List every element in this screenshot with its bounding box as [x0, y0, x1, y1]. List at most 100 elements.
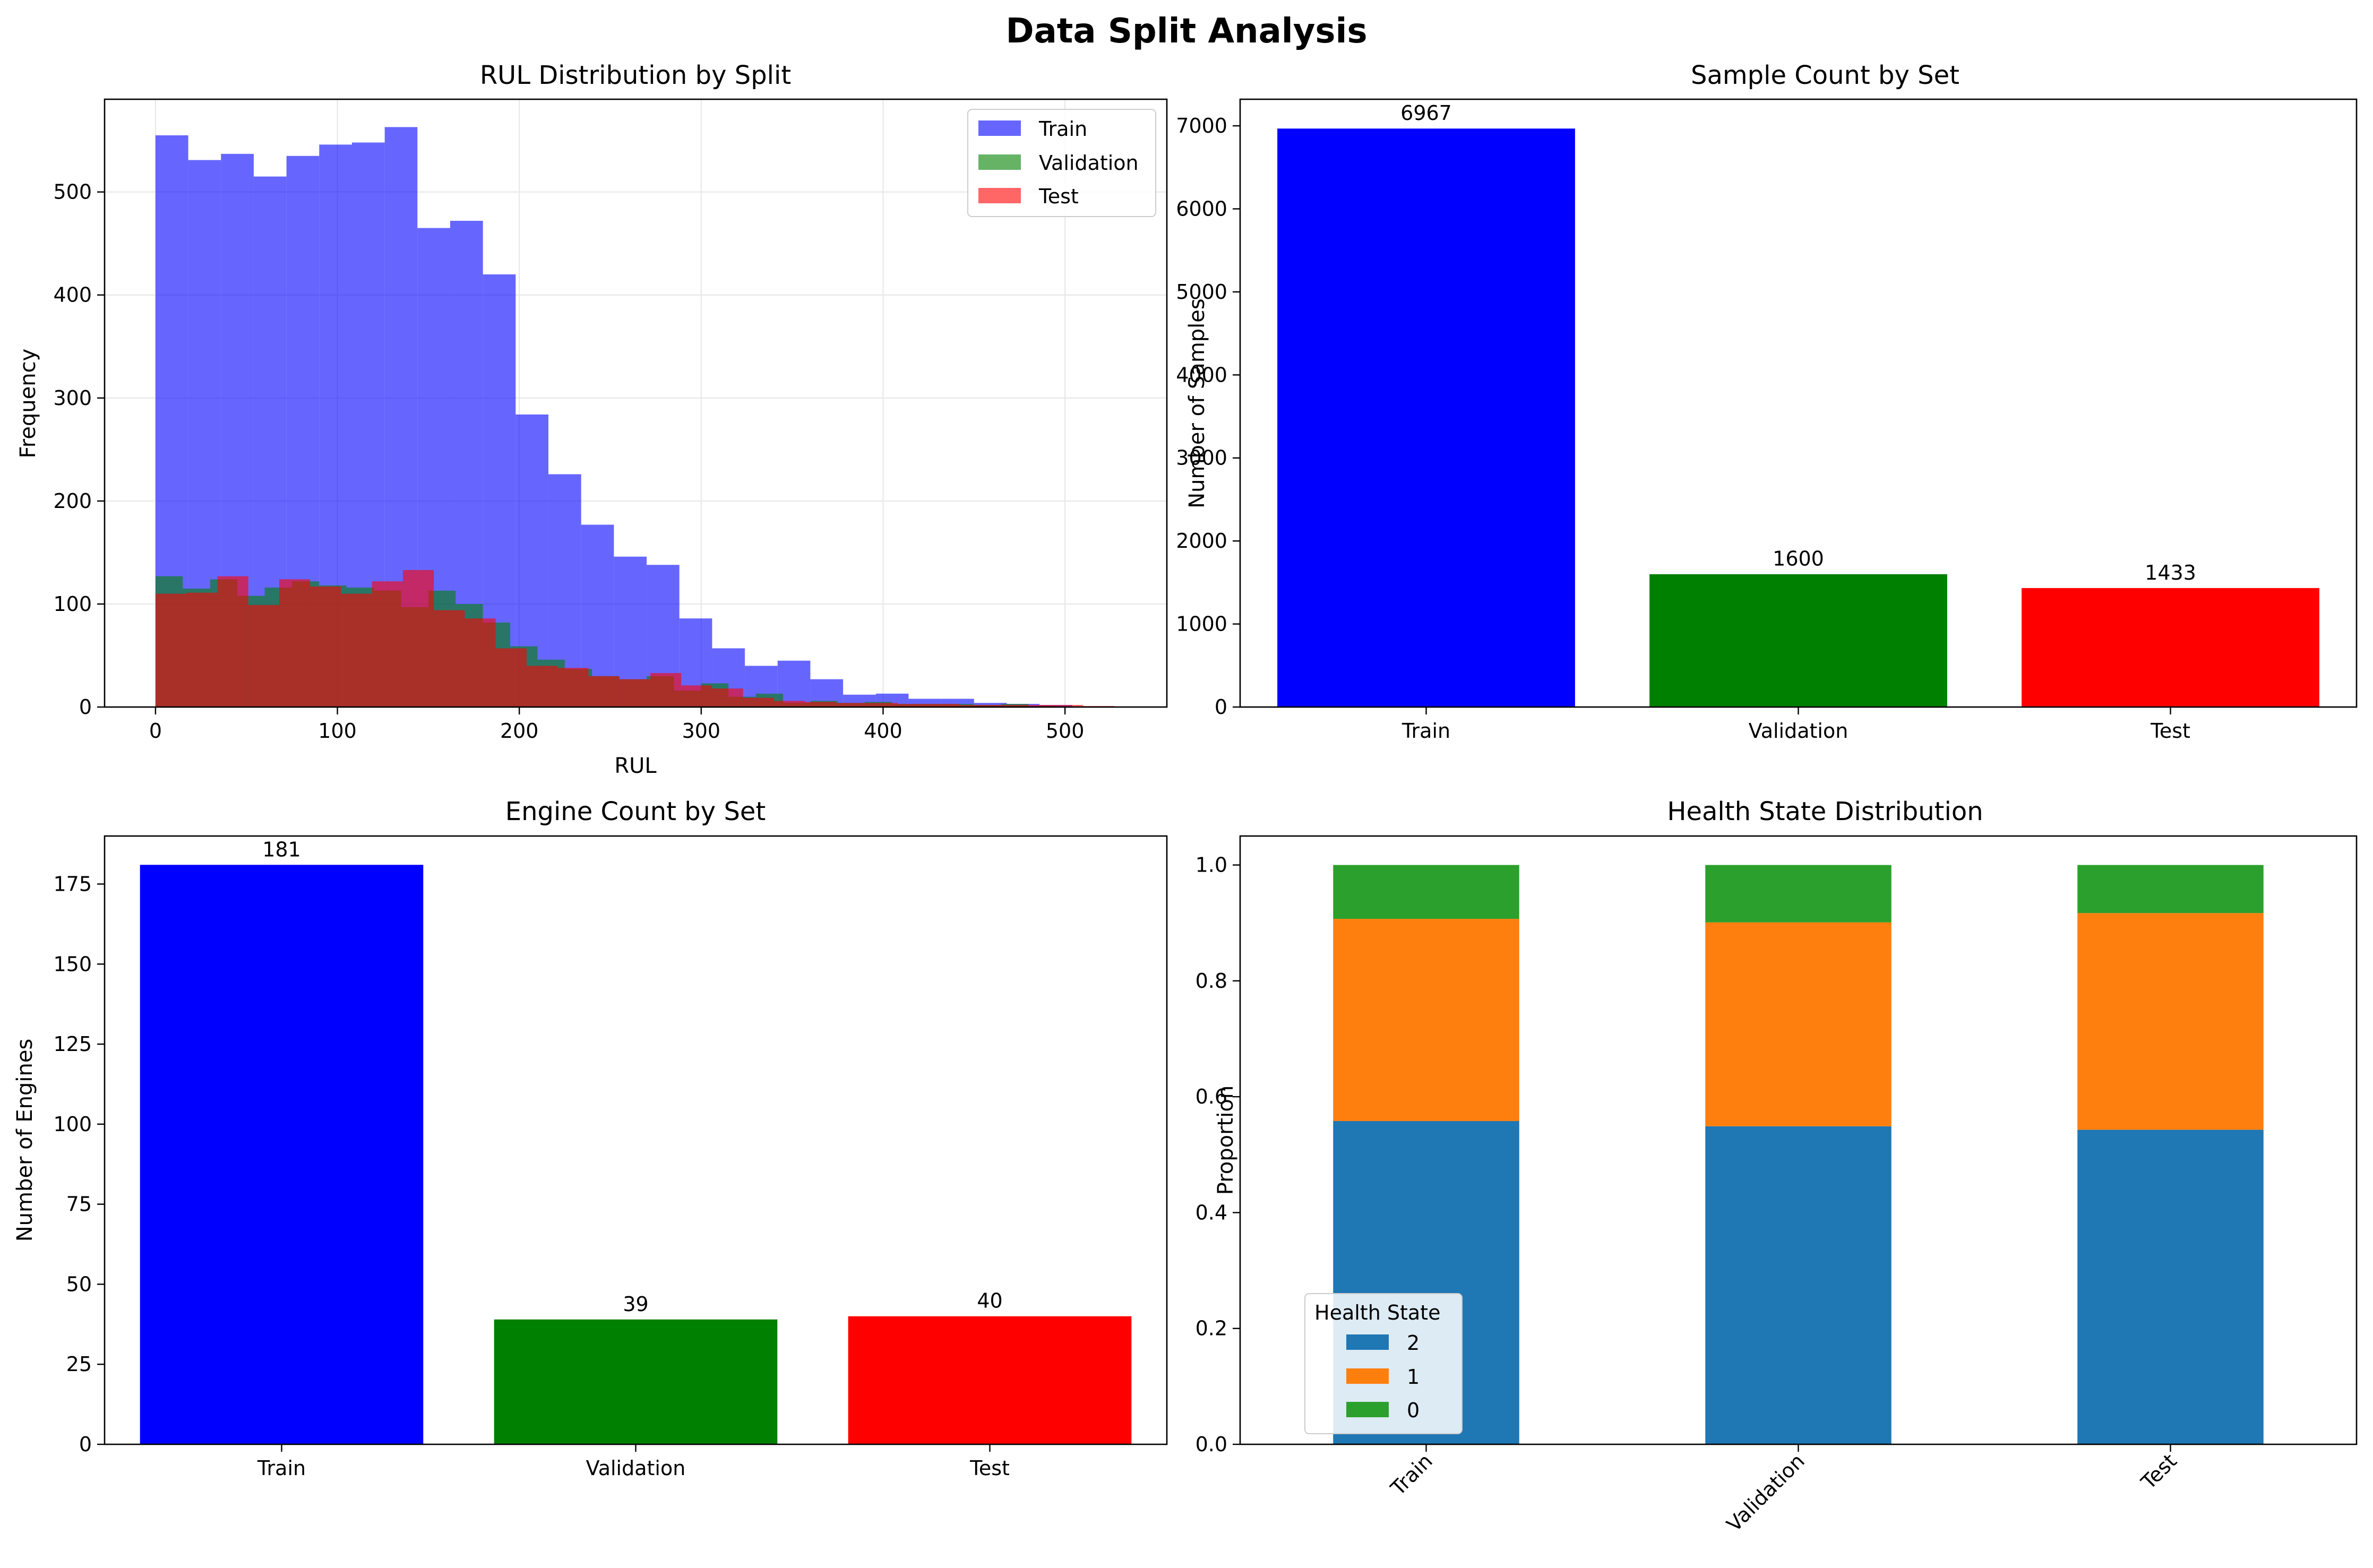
histogram-bar-test: [186, 592, 218, 707]
y-tick-label: 5000: [1176, 280, 1227, 304]
health-state-legend: Health State 2 1 0: [1304, 1293, 1463, 1434]
y-tick-label: 150: [53, 952, 92, 976]
legend-swatch-state-1: [1346, 1368, 1389, 1384]
y-tick-label: 6000: [1176, 197, 1227, 220]
health-state-bar-validation-state-0: [1705, 865, 1891, 923]
x-tick-label: 200: [500, 719, 539, 743]
histogram-bar-test: [650, 673, 682, 707]
legend-label-state-0: 0: [1407, 1399, 1420, 1422]
y-tick-label: 300: [53, 386, 92, 410]
y-tick-label: 0: [1215, 695, 1227, 719]
y-tick-label: 100: [53, 592, 92, 616]
legend-swatch-state-2: [1346, 1334, 1389, 1350]
y-tick-label: 400: [53, 283, 92, 307]
histogram-bar-test: [155, 593, 187, 707]
y-tick-label: 50: [66, 1272, 92, 1296]
y-tick-label: 175: [53, 872, 92, 895]
x-tick-label: 100: [318, 719, 357, 743]
legend-title: Health State: [1314, 1301, 1440, 1324]
health-state-bar-validation-state-1: [1705, 922, 1891, 1126]
histogram-bar-test: [310, 586, 341, 707]
y-tick-label: 7000: [1176, 114, 1227, 137]
y-tick-label: 0.8: [1196, 969, 1227, 993]
histogram-bar-test: [959, 705, 991, 707]
health-state-bar-test-state-1: [2077, 913, 2264, 1130]
x-tick-label: Test: [2150, 719, 2190, 743]
rul-histogram-ylabel: Frequency: [16, 349, 40, 459]
sample-count-title: Sample Count by Set: [1691, 61, 1959, 90]
engine-count-bars: 181 39 40: [140, 838, 1132, 1444]
x-tick-label: Test: [969, 1457, 1010, 1480]
histogram-bar-test: [866, 703, 898, 707]
histogram-bar-test: [712, 688, 743, 707]
y-tick-label: 0.0: [1196, 1433, 1227, 1456]
y-tick-label: 3000: [1176, 446, 1227, 470]
rul-histogram-legend: Train Validation Test: [967, 109, 1156, 217]
histogram-bar-test: [341, 593, 372, 707]
engine-count-value-label: 181: [262, 838, 301, 861]
legend-frame: [1304, 1293, 1463, 1434]
legend-swatch-test: [978, 188, 1021, 203]
engine-count-bar-validation: [494, 1319, 778, 1444]
health-state-bar-validation-state-2: [1705, 1126, 1891, 1444]
sample-count-bar-test: [2022, 588, 2319, 707]
y-tick-label: 0: [79, 1433, 92, 1456]
health-state-panel: Health State Distribution Train Validatio…: [1196, 797, 2358, 1536]
histogram-bar-test: [990, 705, 1021, 707]
histogram-bar-test: [805, 702, 836, 707]
x-tick-label: Validation: [1749, 719, 1848, 743]
histogram-bar-test: [434, 610, 465, 707]
histogram-bar-test: [836, 703, 867, 707]
histogram-bar-test: [1021, 705, 1053, 707]
engine-count-bar-test: [848, 1316, 1132, 1444]
y-tick-label: 200: [53, 489, 92, 513]
legend-label-state-2: 2: [1407, 1331, 1420, 1355]
x-tick-label: 300: [682, 719, 721, 743]
engine-count-value-label: 39: [623, 1293, 648, 1316]
legend-label-test: Test: [1038, 185, 1079, 208]
sample-count-value-label: 1433: [2145, 561, 2196, 584]
histogram-bar-test: [897, 704, 929, 707]
histogram-bar-test: [1052, 705, 1084, 707]
histogram-bar-test: [495, 648, 527, 707]
legend-label-state-1: 1: [1407, 1365, 1420, 1389]
y-tick-label: 100: [53, 1113, 92, 1136]
health-state-bar-train-state-0: [1333, 865, 1519, 919]
engine-count-bar-train: [140, 865, 424, 1444]
x-tick-label: 500: [1046, 719, 1085, 743]
engine-count-panel: Engine Count by Set 181 39 40 Train Validat…: [13, 797, 1168, 1480]
x-tick-label: Train: [257, 1457, 306, 1480]
x-tick-label: 400: [864, 719, 902, 743]
sample-count-ticks: Train Validation Test 0 1000 2000 3000 4000 5000…: [1176, 114, 2190, 743]
x-tick-label: Validation: [586, 1457, 686, 1480]
histogram-bar-test: [557, 668, 589, 707]
y-tick-label: 2000: [1176, 529, 1227, 553]
legend-label-validation: Validation: [1039, 151, 1139, 175]
y-tick-label: 75: [66, 1193, 92, 1216]
y-tick-label: 1000: [1176, 613, 1227, 636]
legend-swatch-train: [978, 120, 1021, 136]
engine-count-title: Engine Count by Set: [505, 797, 766, 826]
y-tick-label: 4000: [1176, 363, 1227, 386]
histogram-bar-test: [372, 581, 403, 707]
x-tick-label: Train: [1402, 719, 1450, 743]
health-state-title: Health State Distribution: [1667, 797, 1983, 826]
rul-histogram-ticks: 0 100 200 300 400 500 0 100 200 300 400 500: [53, 180, 1084, 743]
histogram-bar-test: [773, 701, 805, 707]
y-tick-label: 0: [79, 695, 92, 719]
legend-swatch-validation: [978, 154, 1021, 170]
figure-title: Data Split Analysis: [1005, 12, 1367, 51]
health-state-bar-train-state-1: [1333, 919, 1519, 1121]
y-tick-label: 0.2: [1196, 1317, 1227, 1340]
sample-count-value-label: 6967: [1400, 101, 1452, 125]
histogram-bar-test: [279, 579, 311, 707]
y-tick-label: 0.4: [1196, 1201, 1227, 1224]
y-tick-label: 500: [53, 180, 92, 204]
health-state-bar-test-state-2: [2077, 1130, 2264, 1444]
sample-count-value-label: 1600: [1773, 547, 1824, 571]
rul-histogram-panel: RUL Distribution by Split 0 100 200 300 400 5…: [16, 61, 1168, 778]
y-tick-label: 0.6: [1196, 1085, 1227, 1108]
y-tick-label: 1.0: [1196, 854, 1227, 877]
sample-count-ylabel: Number of Samples: [1185, 298, 1209, 509]
